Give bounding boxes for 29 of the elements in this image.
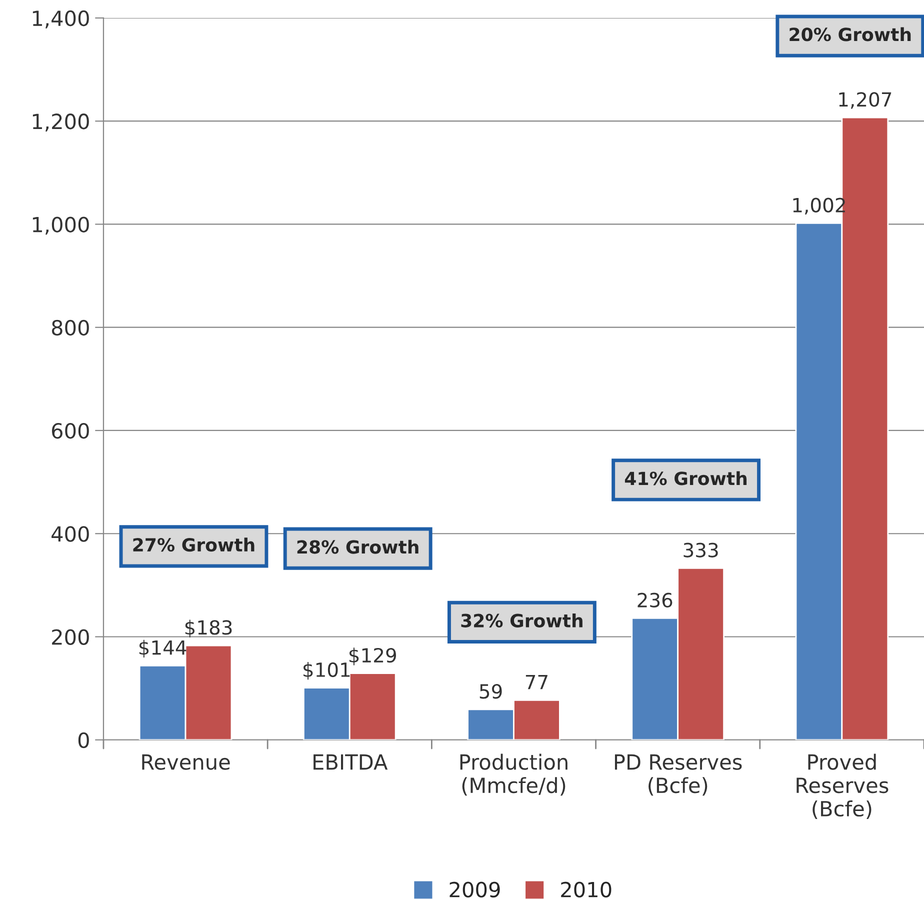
y-tick-label: 1,400 bbox=[32, 10, 89, 28]
x-tick-label: Production (Mmcfe/d) bbox=[460, 754, 568, 796]
data-label: $183 bbox=[185, 620, 232, 638]
data-label: $101 bbox=[304, 662, 350, 680]
annotation: 20% Growth bbox=[790, 27, 911, 42]
legend-label: 2010 bbox=[561, 882, 612, 898]
data-label: 333 bbox=[684, 542, 718, 558]
y-tick-label: 800 bbox=[52, 320, 89, 336]
y-tick-label: 0 bbox=[78, 732, 89, 748]
annotation: 41% Growth bbox=[624, 471, 747, 486]
data-label: $144 bbox=[139, 640, 186, 658]
x-tick-label: Proved Reserves (Bcfe) bbox=[796, 754, 888, 819]
x-tick-label: EBITDA bbox=[314, 754, 388, 770]
y-tick-label: 200 bbox=[52, 629, 89, 645]
annotation: 27% Growth bbox=[133, 538, 254, 552]
annotation: 32% Growth bbox=[461, 613, 582, 628]
y-tick-label: 400 bbox=[52, 526, 89, 542]
data-label: $129 bbox=[349, 648, 396, 666]
legend-label: 2009 bbox=[450, 882, 500, 898]
data-label: 59 bbox=[480, 684, 502, 699]
y-tick-label: 1,000 bbox=[32, 216, 89, 235]
y-tick-label: 1,200 bbox=[32, 114, 89, 132]
y-tick-label: 600 bbox=[52, 422, 89, 439]
x-tick-label: Revenue bbox=[142, 754, 230, 770]
x-tick-label: PD Reserves (Bcfe) bbox=[614, 754, 742, 796]
data-label: 1,207 bbox=[839, 92, 892, 109]
data-label: 236 bbox=[638, 592, 672, 608]
data-label: 77 bbox=[526, 675, 548, 690]
annotation: 28% Growth bbox=[297, 540, 418, 554]
